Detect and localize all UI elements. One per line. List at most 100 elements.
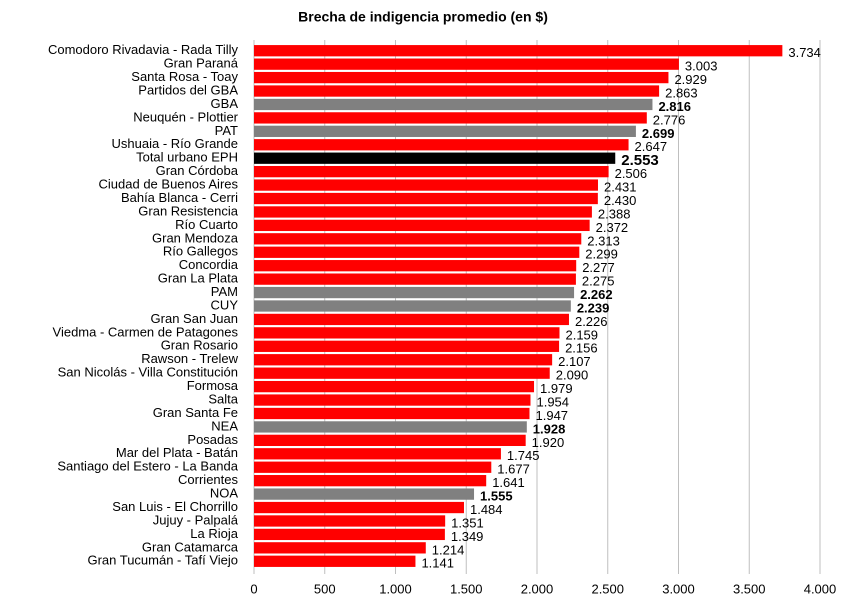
bar bbox=[254, 219, 590, 232]
category-label: Bahía Blanca - Cerri bbox=[121, 190, 238, 205]
category-label: Mar del Plata - Batán bbox=[116, 445, 238, 460]
value-label: 3.734 bbox=[788, 45, 821, 60]
bar bbox=[254, 501, 464, 514]
category-label: Viedma - Carmen de Patagones bbox=[53, 324, 239, 339]
bar bbox=[254, 313, 569, 326]
value-label: 2.553 bbox=[621, 152, 659, 169]
value-label: 2.372 bbox=[596, 220, 629, 235]
bar bbox=[254, 206, 592, 218]
value-label: 3.003 bbox=[685, 59, 718, 74]
value-label: 1.484 bbox=[470, 502, 503, 517]
category-label: Concordia bbox=[179, 257, 239, 272]
bar bbox=[254, 98, 653, 111]
category-label: Río Gallegos bbox=[163, 244, 239, 259]
bar bbox=[254, 421, 527, 433]
value-label: 2.107 bbox=[558, 354, 591, 369]
bar bbox=[254, 273, 576, 285]
value-label: 2.863 bbox=[665, 85, 698, 100]
x-tick-label: 1.000 bbox=[379, 581, 412, 596]
bar bbox=[254, 555, 416, 567]
bar bbox=[254, 542, 426, 554]
bar bbox=[254, 367, 550, 379]
category-label: San Luis - El Chorrillo bbox=[112, 499, 238, 514]
value-label: 1.979 bbox=[540, 381, 573, 396]
category-label: Neuquén - Plottier bbox=[133, 109, 238, 124]
category-label: San Nicolás - Villa Constitución bbox=[58, 365, 238, 380]
value-label: 2.262 bbox=[580, 287, 613, 302]
category-label: Ciudad de Buenos Aires bbox=[99, 177, 239, 192]
value-label: 2.816 bbox=[658, 99, 691, 114]
value-label: 1.745 bbox=[507, 448, 540, 463]
bar bbox=[254, 112, 647, 124]
bar bbox=[254, 286, 575, 299]
value-label: 2.776 bbox=[653, 112, 686, 127]
category-label: Gran Córdoba bbox=[156, 163, 239, 178]
value-label: 2.275 bbox=[582, 274, 615, 289]
category-label: Gran Paraná bbox=[164, 56, 239, 71]
category-label: Gran La Plata bbox=[158, 271, 239, 286]
value-label: 2.699 bbox=[642, 126, 675, 141]
bar bbox=[254, 165, 609, 178]
value-label: 1.214 bbox=[432, 542, 465, 557]
x-tick-label: 2.000 bbox=[521, 581, 554, 596]
bar bbox=[254, 125, 636, 137]
value-label: 1.920 bbox=[532, 435, 565, 450]
category-label: Gran Tucumán - Tafí Viejo bbox=[87, 553, 238, 568]
category-label: Gran Mendoza bbox=[152, 230, 239, 245]
bar bbox=[254, 85, 660, 97]
category-label: Gran San Juan bbox=[151, 311, 238, 326]
x-tick-label: 1.500 bbox=[450, 581, 483, 596]
bar bbox=[254, 475, 487, 487]
category-label: Santiago del Estero - La Banda bbox=[57, 459, 238, 474]
category-label: NEA bbox=[211, 418, 238, 433]
category-label: Total urbano EPH bbox=[136, 150, 238, 165]
x-tick-label: 3.000 bbox=[662, 581, 695, 596]
category-label: NOA bbox=[210, 486, 239, 501]
bar bbox=[254, 179, 598, 191]
category-label: CUY bbox=[211, 297, 239, 312]
category-label: Santa Rosa - Toay bbox=[131, 69, 238, 84]
bar bbox=[254, 354, 553, 366]
value-label: 1.677 bbox=[497, 462, 530, 477]
bar bbox=[254, 407, 530, 420]
value-label: 2.430 bbox=[604, 193, 637, 208]
x-tick-label: 2.500 bbox=[591, 581, 624, 596]
bar bbox=[254, 434, 526, 447]
bar bbox=[254, 528, 445, 541]
value-label: 2.313 bbox=[587, 233, 620, 248]
category-label: Rawson - Trelew bbox=[141, 351, 238, 366]
category-label: Ushuaia - Río Grande bbox=[112, 136, 238, 151]
bar bbox=[254, 233, 582, 245]
category-label: La Rioja bbox=[190, 526, 238, 541]
value-label: 2.090 bbox=[556, 368, 589, 383]
bar bbox=[254, 300, 571, 312]
value-label: 2.929 bbox=[674, 72, 707, 87]
bar bbox=[254, 260, 577, 272]
category-label: Gran Catamarca bbox=[142, 539, 239, 554]
value-label: 1.141 bbox=[421, 556, 454, 571]
category-label: Corrientes bbox=[178, 472, 238, 487]
value-label: 2.506 bbox=[615, 166, 648, 181]
category-label: Gran Santa Fe bbox=[153, 405, 238, 420]
bar bbox=[254, 515, 446, 527]
x-tick-label: 4.000 bbox=[804, 581, 837, 596]
value-label: 2.159 bbox=[565, 327, 598, 342]
value-label: 1.351 bbox=[451, 515, 484, 530]
chart-title: Brecha de indigencia promedio (en $) bbox=[298, 9, 548, 25]
x-tick-label: 3.500 bbox=[733, 581, 766, 596]
value-label: 2.299 bbox=[585, 247, 618, 262]
value-label: 1.954 bbox=[536, 394, 569, 409]
value-label: 2.388 bbox=[598, 206, 631, 221]
category-label: Gran Rosario bbox=[161, 338, 238, 353]
category-label: PAM bbox=[211, 284, 238, 299]
bar bbox=[254, 139, 629, 151]
x-tick-label: 500 bbox=[314, 581, 336, 596]
value-label: 2.431 bbox=[604, 180, 637, 195]
value-label: 2.156 bbox=[565, 341, 598, 356]
category-label: Partidos del GBA bbox=[138, 82, 238, 97]
bar bbox=[254, 192, 598, 205]
bar bbox=[254, 327, 560, 339]
value-label: 1.947 bbox=[536, 408, 569, 423]
value-label: 1.641 bbox=[492, 475, 525, 490]
